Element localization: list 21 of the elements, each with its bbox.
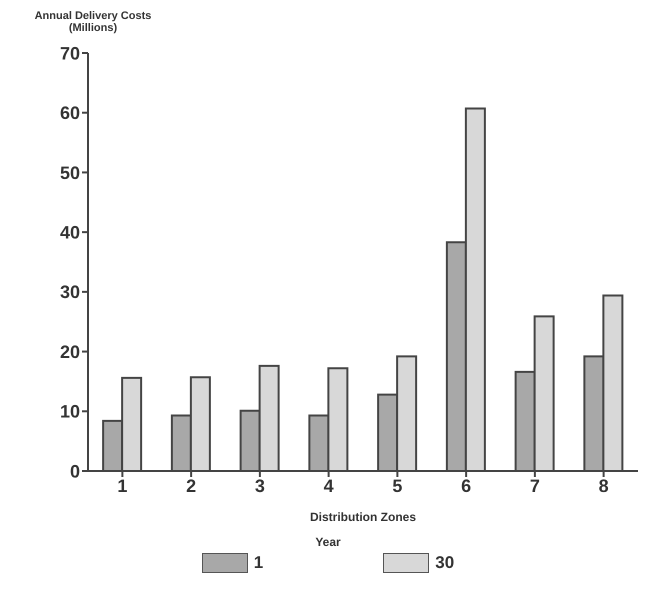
y-tick-label: 40 — [60, 222, 80, 243]
x-tick-label: 3 — [254, 476, 265, 496]
x-tick-label: 7 — [530, 476, 540, 496]
y-tick-label: 50 — [60, 162, 80, 183]
y-tick-label: 30 — [60, 282, 80, 302]
x-tick-label: 2 — [186, 476, 196, 496]
legend-label: 30 — [435, 553, 454, 573]
y-tick-label: 20 — [60, 342, 80, 362]
y-tick-label: 10 — [60, 402, 80, 422]
y-tick-label: 0 — [70, 461, 80, 482]
y-axis-title: Annual Delivery Costs (Millions) — [34, 10, 152, 34]
y-tick-label: 70 — [60, 43, 80, 64]
x-tick-label: 1 — [117, 476, 128, 496]
legend-title: Year — [314, 535, 342, 549]
x-tick-label: 6 — [461, 476, 472, 496]
x-tick-label: 5 — [392, 476, 402, 496]
legend-label: 1 — [254, 553, 264, 573]
x-axis-title: Distribution Zones — [310, 510, 416, 524]
x-tick-label: 8 — [598, 476, 609, 496]
x-tick-label: 4 — [324, 476, 334, 496]
y-tick-label: 60 — [60, 103, 80, 124]
